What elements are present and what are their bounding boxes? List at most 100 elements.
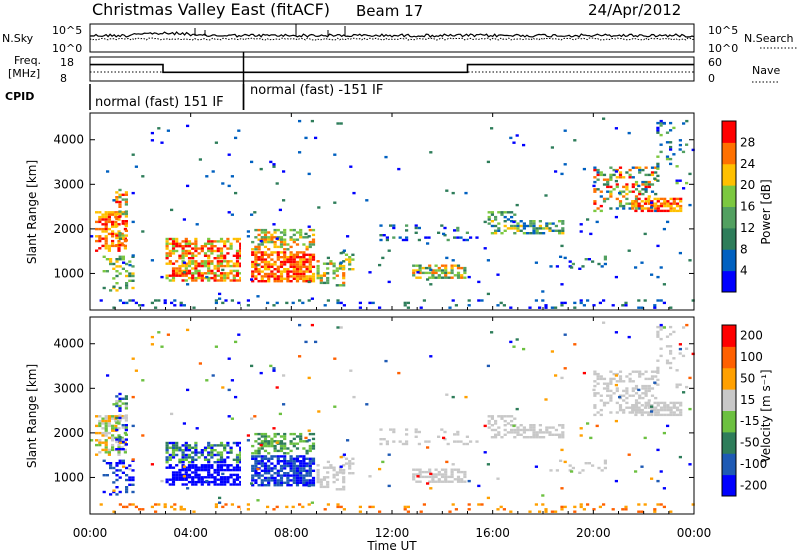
velocity-cell	[304, 340, 308, 344]
velocity-cell	[586, 422, 590, 425]
velocity-cell	[213, 461, 217, 464]
power-cell	[603, 255, 607, 258]
velocity-cell	[308, 447, 312, 450]
power-cell	[178, 245, 182, 248]
velocity-cell	[102, 459, 106, 462]
power-cell	[625, 188, 629, 191]
power-cell	[117, 249, 121, 252]
power-cell	[302, 275, 306, 278]
velocity-cell	[614, 331, 618, 334]
power-cell	[263, 238, 268, 241]
power-cell	[444, 276, 448, 279]
velocity-cell	[643, 503, 647, 506]
power-cell	[299, 231, 303, 234]
power-cell	[203, 272, 208, 275]
velocity-cell	[558, 433, 562, 436]
velocity-cell	[666, 408, 670, 412]
velocity-cell	[286, 474, 290, 477]
velocity-cell	[663, 404, 667, 407]
power-cell	[622, 204, 626, 208]
velocity-cell	[118, 448, 122, 451]
power-cell	[235, 237, 240, 241]
velocity-cell	[675, 369, 679, 372]
velocity-cell	[128, 476, 132, 479]
power-cell	[105, 258, 109, 261]
velocity-cell	[122, 505, 126, 509]
velocity-cell	[118, 397, 122, 400]
velocity-cell	[104, 443, 108, 447]
velocity-cell	[200, 478, 204, 481]
power-cell	[279, 275, 284, 278]
power-cell	[165, 247, 169, 250]
velocity-cell	[257, 472, 261, 475]
velocity-cell	[358, 510, 362, 513]
velocity-cell	[593, 394, 597, 397]
power-cell	[191, 272, 195, 275]
velocity-cell	[669, 349, 673, 353]
velocity-cell	[451, 463, 455, 466]
power-cell	[463, 271, 467, 275]
velocity-cell	[205, 379, 209, 382]
velocity-cell	[270, 437, 274, 441]
velocity-cell	[305, 481, 309, 484]
power-cell	[447, 276, 451, 279]
power-cell	[311, 277, 316, 280]
velocity-cell	[95, 453, 99, 456]
power-cell	[609, 190, 613, 193]
power-cell	[125, 286, 129, 290]
power-cell	[299, 265, 303, 268]
power-cell	[295, 231, 300, 234]
velocity-cell	[421, 470, 425, 474]
velocity-cell	[224, 503, 228, 506]
power-cell	[352, 191, 356, 195]
velocity-cell	[299, 476, 303, 480]
velocity-cell	[653, 408, 657, 412]
power-cell	[235, 274, 240, 277]
power-cell	[219, 264, 224, 268]
velocity-cell	[114, 427, 118, 430]
velocity-cell	[659, 470, 663, 473]
velocity-cell	[592, 388, 596, 392]
power-cell	[656, 275, 660, 279]
velocity-cell	[207, 446, 211, 449]
power-cell	[181, 254, 185, 257]
colorbar-tick-label: 16	[740, 200, 755, 214]
velocity-cell	[171, 451, 176, 454]
power-cell	[615, 176, 619, 179]
velocity-cell	[678, 352, 682, 355]
velocity-cell	[349, 369, 353, 372]
power-cell	[276, 258, 280, 261]
power-cell	[276, 275, 280, 278]
power-cell	[534, 299, 538, 302]
velocity-cell	[322, 485, 327, 489]
velocity-cell	[223, 483, 227, 486]
velocity-cell	[239, 451, 243, 454]
velocity-cell	[118, 436, 122, 439]
velocity-cell	[273, 481, 277, 484]
velocity-cell	[308, 449, 312, 453]
velocity-cell	[191, 458, 195, 461]
velocity-cell	[216, 464, 220, 467]
velocity-cell	[405, 440, 409, 443]
power-cell	[276, 277, 280, 280]
velocity-cell	[544, 398, 548, 401]
velocity-cell	[602, 377, 607, 381]
velocity-cell	[650, 387, 655, 390]
power-cell	[551, 222, 555, 225]
velocity-cell	[614, 479, 618, 483]
velocity-cell	[405, 442, 409, 446]
power-cell	[502, 304, 506, 307]
velocity-cell	[263, 440, 268, 443]
velocity-cell	[308, 472, 312, 475]
velocity-cell	[486, 364, 490, 368]
velocity-cell	[118, 438, 122, 441]
power-cell	[98, 235, 102, 238]
freq-left-label-1: Freq.	[14, 54, 41, 67]
velocity-cell	[490, 331, 494, 334]
power-cell	[453, 264, 457, 267]
power-cell	[618, 166, 623, 169]
power-cell	[232, 279, 236, 282]
power-cell	[326, 279, 330, 282]
velocity-cell	[117, 427, 121, 430]
